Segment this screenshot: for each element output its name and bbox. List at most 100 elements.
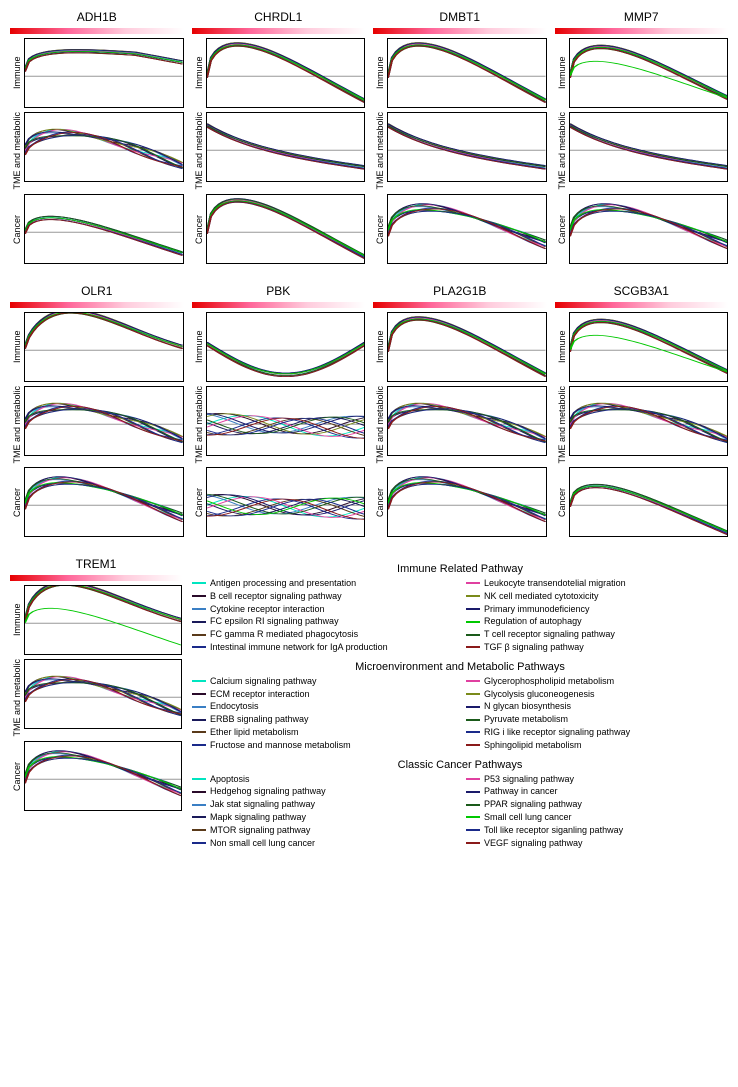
legend-label: T cell receptor signaling pathway bbox=[484, 629, 615, 640]
row-label-tme: TME and metabolic bbox=[192, 386, 206, 464]
legend-col-right: Glycerophospholipid metabolism Glycolysi… bbox=[466, 676, 728, 753]
gene-column-CHRDL1: CHRDL1 Immune TME and metabolic Cancer bbox=[192, 10, 366, 266]
legend-label: Non small cell lung cancer bbox=[210, 838, 315, 849]
legend-label: MTOR signaling pathway bbox=[210, 825, 310, 836]
legend-item: Mapk signaling pathway bbox=[192, 812, 454, 823]
gene-column-DMBT1: DMBT1 Immune TME and metabolic Cancer bbox=[373, 10, 547, 266]
gsea-plot bbox=[387, 467, 547, 537]
row-label-cancer: Cancer bbox=[373, 194, 387, 264]
legend-label: TGF β signaling pathway bbox=[484, 642, 584, 653]
gsea-plot bbox=[387, 112, 547, 182]
row-label-cancer: Cancer bbox=[373, 467, 387, 537]
legend-swatch bbox=[192, 816, 206, 818]
legend-label: P53 signaling pathway bbox=[484, 774, 574, 785]
gsea-plot bbox=[569, 194, 729, 264]
gene-column-SCGB3A1: SCGB3A1 Immune TME and metabolic Cancer bbox=[555, 284, 729, 540]
expression-gradient bbox=[192, 28, 366, 34]
gsea-plot bbox=[24, 585, 182, 655]
legend-swatch bbox=[192, 842, 206, 844]
plot-row-cancer: Cancer bbox=[373, 467, 547, 537]
gsea-plot bbox=[24, 312, 184, 382]
row-label-tme: TME and metabolic bbox=[10, 659, 24, 737]
plot-row-cancer: Cancer bbox=[555, 467, 729, 537]
row-label-immune: Immune bbox=[373, 312, 387, 382]
plot-row-tme: TME and metabolic bbox=[555, 386, 729, 464]
legend-item: Apoptosis bbox=[192, 774, 454, 785]
plot-row-tme: TME and metabolic bbox=[192, 112, 366, 190]
legend-swatch bbox=[466, 816, 480, 818]
gsea-plot bbox=[206, 386, 366, 456]
legend-swatch bbox=[192, 608, 206, 610]
legend-swatch bbox=[466, 829, 480, 831]
legend-col-left: Calcium signaling pathway ECM receptor i… bbox=[192, 676, 454, 753]
plot-row-tme: TME and metabolic bbox=[373, 112, 547, 190]
legend-item: B cell receptor signaling pathway bbox=[192, 591, 454, 602]
plot-row-immune: Immune bbox=[373, 312, 547, 382]
legend-section-title: Immune Related Pathway bbox=[192, 563, 728, 575]
gsea-plot bbox=[24, 386, 184, 456]
gsea-plot bbox=[387, 386, 547, 456]
gene-column-ADH1B: ADH1B Immune TME and metabolic Cancer bbox=[10, 10, 184, 266]
row-label-tme: TME and metabolic bbox=[192, 112, 206, 190]
row-label-cancer: Cancer bbox=[10, 194, 24, 264]
legend-swatch bbox=[192, 634, 206, 636]
plot-row-tme: TME and metabolic bbox=[10, 112, 184, 190]
legend-swatch bbox=[466, 634, 480, 636]
legend-item: FC epsilon RI signaling pathway bbox=[192, 616, 454, 627]
plot-row-immune: Immune bbox=[10, 585, 182, 655]
legend-item: P53 signaling pathway bbox=[466, 774, 728, 785]
legend-label: Mapk signaling pathway bbox=[210, 812, 306, 823]
legend-swatch bbox=[192, 706, 206, 708]
legend-swatch bbox=[466, 731, 480, 733]
row-label-tme: TME and metabolic bbox=[373, 386, 387, 464]
plot-row-tme: TME and metabolic bbox=[10, 659, 182, 737]
plot-row-tme: TME and metabolic bbox=[555, 112, 729, 190]
legend-label: Calcium signaling pathway bbox=[210, 676, 317, 687]
row-label-immune: Immune bbox=[10, 312, 24, 382]
legend-columns: Antigen processing and presentation B ce… bbox=[192, 578, 728, 655]
expression-gradient bbox=[192, 302, 366, 308]
legend-swatch bbox=[466, 706, 480, 708]
row-label-immune: Immune bbox=[192, 312, 206, 382]
expression-gradient bbox=[555, 302, 729, 308]
gsea-plot bbox=[206, 38, 366, 108]
legend-label: Pathway in cancer bbox=[484, 786, 558, 797]
bottom-section: TREM1 Immune TME and metabolic Cancer bbox=[10, 557, 728, 850]
legend-label: ECM receptor interaction bbox=[210, 689, 310, 700]
row-label-immune: Immune bbox=[555, 312, 569, 382]
row-label-cancer: Cancer bbox=[10, 467, 24, 537]
legend-label: RIG i like receptor signaling pathway bbox=[484, 727, 630, 738]
row-label-immune: Immune bbox=[10, 38, 24, 108]
gsea-plot bbox=[569, 467, 729, 537]
legend-columns: Apoptosis Hedgehog signaling pathway Jak… bbox=[192, 774, 728, 851]
legend-swatch bbox=[192, 646, 206, 648]
row-label-tme: TME and metabolic bbox=[10, 112, 24, 190]
gsea-plot bbox=[569, 386, 729, 456]
plot-row-cancer: Cancer bbox=[10, 741, 182, 811]
expression-gradient bbox=[373, 302, 547, 308]
gsea-plot bbox=[24, 194, 184, 264]
legend-item: Fructose and mannose metabolism bbox=[192, 740, 454, 751]
legend-label: Intestinal immune network for IgA produc… bbox=[210, 642, 388, 653]
legend-section-title: Microenvironment and Metabolic Pathways bbox=[192, 661, 728, 673]
legend-swatch bbox=[192, 719, 206, 721]
row-label-cancer: Cancer bbox=[555, 194, 569, 264]
legend-area: Immune Related Pathway Antigen processin… bbox=[192, 557, 728, 850]
legend-label: FC gamma R mediated phagocytosis bbox=[210, 629, 358, 640]
legend-swatch bbox=[466, 595, 480, 597]
plot-row-immune: Immune bbox=[373, 38, 547, 108]
gene-column-PLA2G1B: PLA2G1B Immune TME and metabolic Cancer bbox=[373, 284, 547, 540]
gsea-plot bbox=[24, 38, 184, 108]
legend-item: Primary immunodeficiency bbox=[466, 604, 728, 615]
legend-item: Calcium signaling pathway bbox=[192, 676, 454, 687]
legend-label: Jak stat signaling pathway bbox=[210, 799, 315, 810]
gene-title: CHRDL1 bbox=[192, 10, 366, 24]
gsea-plot bbox=[24, 467, 184, 537]
gene-column-PBK: PBK Immune TME and metabolic Cancer bbox=[192, 284, 366, 540]
legend-label: Hedgehog signaling pathway bbox=[210, 786, 326, 797]
gene-title: TREM1 bbox=[10, 557, 182, 571]
legend-item: Jak stat signaling pathway bbox=[192, 799, 454, 810]
plot-row-cancer: Cancer bbox=[10, 194, 184, 264]
plot-row-cancer: Cancer bbox=[373, 194, 547, 264]
gsea-plot bbox=[387, 312, 547, 382]
